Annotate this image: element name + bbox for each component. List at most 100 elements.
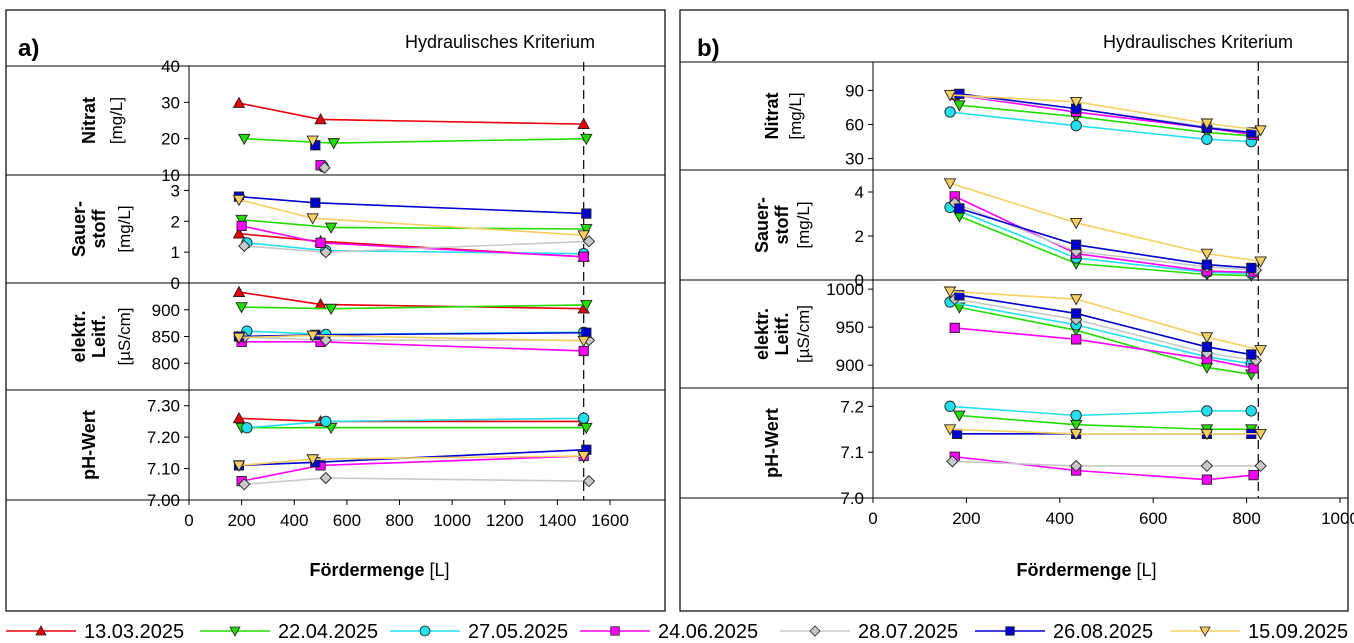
subplot-0: 40 30 20 10 Nitrat [mg/L] [79,57,593,185]
data-point [1246,349,1257,360]
y-axis-label: pH-Wert [762,408,782,478]
data-point [319,471,332,485]
series-line [949,111,1252,143]
data-point [577,230,590,242]
y-tick-label: 20 [161,130,180,149]
y-tick-label: 1 [171,243,180,262]
data-point [314,112,327,125]
series-line [954,195,1254,274]
y-tick-label: 800 [152,354,180,373]
data-point [953,100,966,112]
x-axis-label-unit: [L] [425,560,450,580]
y-axis-unit: [µS/cm] [115,308,134,366]
legend-label: 22.04.2025 [278,621,378,643]
x-tick-label: 800 [385,511,413,530]
y-axis-label: Leitf. [772,313,792,356]
y-tick-label: 3 [171,181,180,200]
x-axis-label-unit: [L] [1132,560,1157,580]
legend-label: 26.08.2025 [1053,621,1153,643]
data-point [1069,294,1083,306]
panel-label: a) [18,35,39,62]
x-tick-label: 800 [1232,509,1260,528]
subplot-1: 3 2 1 0 Sauer-stoff [mg/L] [69,181,596,293]
data-point [1070,120,1082,132]
legend-label: 13.03.2025 [84,621,184,643]
y-axis-label: stoff [772,205,792,245]
y-tick-label: 60 [845,116,864,135]
data-point [943,90,957,102]
series-line [244,137,587,144]
data-point [944,106,956,118]
data-point [236,220,247,232]
subplot-3: 7.2 7.1 7.0 pH-Wert [762,397,1267,508]
y-axis-label: Sauer- [69,201,89,257]
data-point [1254,256,1267,268]
x-tick-label: 0 [868,509,877,528]
x-axis-label-bold: Fördermenge [1016,560,1131,580]
data-point [580,300,593,312]
legend-marker [610,626,620,636]
data-point [319,334,332,347]
y-axis-label: elektr. [752,308,772,360]
y-tick-label: 0 [855,271,864,290]
y-axis-unit: [mg/L] [794,201,813,248]
x-tick-label: 600 [1139,509,1167,528]
data-point [306,330,319,342]
data-point [577,335,590,348]
data-point [577,117,590,129]
data-point [953,410,966,422]
x-tick-label: 1400 [538,511,576,530]
legend-label: 27.05.2025 [468,621,568,643]
data-point [318,161,331,174]
y-tick-label: 30 [161,93,180,112]
data-point [235,214,248,227]
data-point [1069,217,1083,230]
subplot-2: 1000 950 900 elektr. Leitf. [µS/cm] [752,280,1267,381]
data-point [951,428,963,439]
data-point [943,178,957,190]
x-tick-label: 400 [280,511,308,530]
data-point [1201,405,1213,417]
data-point [1071,334,1082,345]
series-line [959,294,1252,356]
y-tick-label: 7.10 [147,460,180,479]
legend-label: 24.06.2025 [658,621,758,643]
data-point [238,239,251,253]
data-point [237,133,251,146]
series-line [954,202,1256,271]
data-point [582,235,596,248]
y-tick-label: 950 [836,318,864,337]
series-line [949,182,1261,263]
series-line [238,198,584,236]
data-point [1070,409,1082,422]
y-tick-label: 2 [855,227,864,246]
y-axis-label: Nitrat [762,92,782,139]
data-point [232,227,246,239]
series-line [246,417,584,429]
legend-marker [1199,626,1211,637]
data-point [232,285,246,297]
subplot-0: 90 60 30 Nitrat [mg/L] [762,81,1267,169]
data-point [943,424,957,436]
series-line [238,102,584,125]
legend-label: 15.09.2025 [1248,621,1348,643]
y-tick-label: 0 [171,274,180,293]
data-point [954,88,965,99]
series-line [949,206,1252,275]
data-point [949,322,960,334]
data-point [232,411,246,424]
y-tick-label: 900 [836,356,864,375]
data-point [1201,259,1213,270]
data-point [320,415,332,428]
data-point [1254,428,1267,441]
data-point [1254,345,1267,357]
x-tick-label: 1200 [486,511,524,530]
data-point [1071,239,1082,250]
subplot-3: 7.30 7.20 7.10 7.00 pH-Wert [79,397,596,510]
data-point [1201,133,1213,145]
data-point [1200,428,1214,441]
data-point [324,303,338,316]
legend-marker [419,625,431,637]
legend-label: 28.07.2025 [858,621,958,643]
